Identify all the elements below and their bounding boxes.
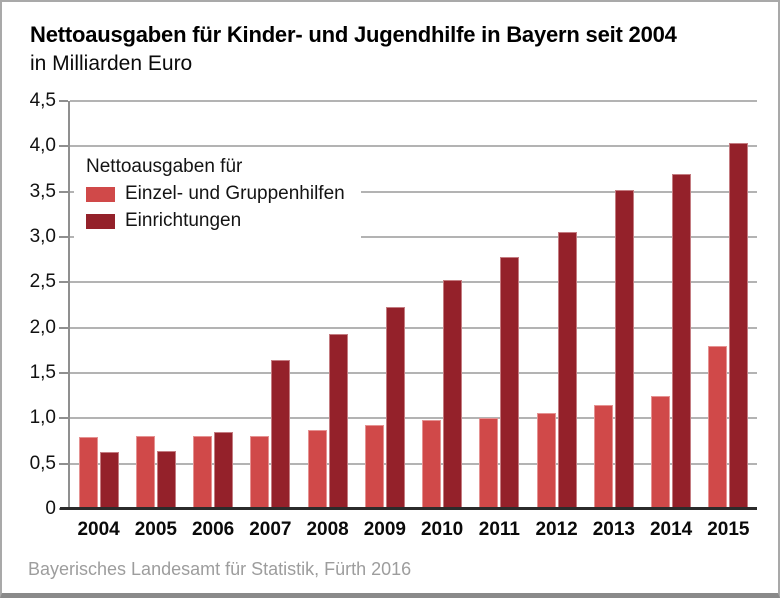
bar-einrichtungen-2008 [328, 334, 348, 509]
y-axis-labels: 0 0,5 1,0 1,5 2,0 2,5 3,0 3,5 4,0 4,5 [2, 90, 70, 519]
gridline [70, 462, 757, 465]
legend-label-einzel-und-gruppenhilfen: Einzel- und Gruppenhilfen [125, 183, 345, 204]
bar-einzel-und-gruppenhilfen-2014 [651, 395, 671, 509]
y-axis-tick-label: 3,0 [29, 226, 56, 248]
x-axis-labels: 2004 2005 2006 2007 2008 2009 2010 2011 2012 2013… [70, 519, 757, 541]
gridline [70, 372, 757, 375]
bar-einrichtungen-2007 [271, 360, 291, 509]
y-axis-tick [59, 417, 68, 420]
gridline [70, 145, 757, 148]
y-axis-tick [59, 281, 68, 284]
bar-group-2006 [185, 101, 242, 509]
x-axis-tick-label: 2013 [592, 519, 636, 540]
source-note: Bayerisches Landesamt für Statistik, Für… [28, 559, 412, 579]
x-axis-tick-label: 2012 [535, 519, 578, 540]
bar-group-2012 [528, 101, 585, 509]
gridline [70, 417, 757, 420]
bar-einrichtungen-2013 [614, 189, 634, 509]
y-axis-tick [59, 100, 68, 102]
y-axis-tick [59, 145, 68, 148]
bar-group-2004 [70, 101, 127, 509]
x-axis-tick-label: 2004 [77, 519, 120, 540]
legend-swatch-einzel-und-gruppenhilfen [86, 186, 115, 202]
x-axis-tick-label: 2009 [363, 519, 407, 540]
bar-einzel-und-gruppenhilfen-2011 [479, 418, 499, 509]
bar-group-2005 [127, 101, 184, 509]
x-axis-baseline [60, 507, 757, 510]
bar-einzel-und-gruppenhilfen-2007 [250, 435, 270, 509]
y-axis-tick-label: 1,0 [29, 407, 56, 429]
x-axis-tick-label: 2011 [478, 519, 520, 540]
bar-group-2007 [242, 101, 299, 509]
y-axis-tick [59, 236, 68, 239]
bar-einrichtungen-2009 [385, 306, 405, 509]
x-axis-tick-label: 2008 [306, 519, 349, 540]
bar-einzel-und-gruppenhilfen-2004 [78, 437, 98, 509]
bar-einrichtungen-2015 [729, 142, 749, 509]
bar-einzel-und-gruppenhilfen-2012 [536, 412, 556, 509]
y-axis-tick-label: 2,0 [29, 316, 56, 338]
legend: Nettoausgaben für Einzel- und Gruppenhil… [74, 152, 361, 239]
chart-subtitle: in Milliarden Euro [30, 52, 193, 75]
bar-group-2009 [356, 101, 413, 509]
y-axis-tick [59, 326, 68, 329]
y-axis-tick-label: 4,0 [29, 135, 56, 157]
x-axis-tick-label: 2014 [649, 519, 693, 540]
gridline [70, 326, 757, 329]
y-axis-line [68, 101, 70, 509]
x-axis-tick-label: 2006 [191, 519, 235, 540]
y-axis-tick [59, 372, 68, 375]
legend-item-einzel-und-gruppenhilfen: Einzel- und Gruppenhilfen [86, 183, 345, 205]
gridline [70, 100, 757, 102]
bar-einrichtungen-2004 [99, 451, 119, 509]
bar-einrichtungen-2005 [156, 450, 176, 509]
bar-group-2013 [585, 101, 642, 509]
bar-group-2014 [643, 101, 700, 509]
bar-einrichtungen-2010 [443, 279, 463, 509]
y-axis-tick-label: 4,5 [29, 90, 56, 111]
bar-einzel-und-gruppenhilfen-2010 [422, 420, 442, 509]
legend-label-einrichtungen: Einrichtungen [125, 210, 242, 231]
gridline [70, 190, 757, 193]
bar-einzel-und-gruppenhilfen-2009 [364, 424, 384, 509]
y-axis-tick-label: 2,5 [29, 271, 56, 293]
plot-area [70, 100, 757, 509]
chart-title: Nettoausgaben für Kinder- und Jugendhilf… [30, 22, 677, 47]
bar-einzel-und-gruppenhilfen-2015 [708, 345, 728, 509]
y-axis-tick-label: 0 [45, 498, 56, 519]
bar-group-2010 [414, 101, 471, 509]
gridline [70, 281, 757, 284]
bar-einzel-und-gruppenhilfen-2005 [135, 436, 155, 509]
bar-einrichtungen-2012 [557, 232, 577, 509]
bar-group-2011 [471, 101, 528, 509]
y-axis-tick-label: 3,5 [29, 180, 56, 202]
y-axis-tick-label: 0,5 [29, 452, 56, 474]
bar-series-container [70, 101, 757, 509]
bar-group-2015 [700, 101, 757, 509]
legend-title: Nettoausgaben für [86, 156, 243, 177]
bar-einrichtungen-2006 [214, 431, 234, 509]
bar-group-2008 [299, 101, 356, 509]
legend-item-einrichtungen: Einrichtungen [86, 210, 345, 232]
x-axis-tick-label: 2015 [707, 519, 750, 540]
y-axis-tick-label: 1,5 [29, 362, 56, 384]
y-axis-tick [59, 462, 68, 465]
bar-einzel-und-gruppenhilfen-2013 [593, 404, 613, 509]
bar-einrichtungen-2014 [672, 174, 692, 509]
gridline [70, 236, 757, 239]
x-axis-tick-label: 2007 [249, 519, 292, 540]
x-axis-tick-label: 2010 [420, 519, 464, 540]
x-axis-tick-label: 2005 [134, 519, 178, 540]
y-axis-tick [59, 190, 68, 193]
bar-einrichtungen-2011 [500, 256, 520, 509]
bar-einzel-und-gruppenhilfen-2006 [193, 435, 213, 509]
legend-swatch-einrichtungen [86, 213, 115, 229]
bar-einzel-und-gruppenhilfen-2008 [307, 430, 327, 509]
